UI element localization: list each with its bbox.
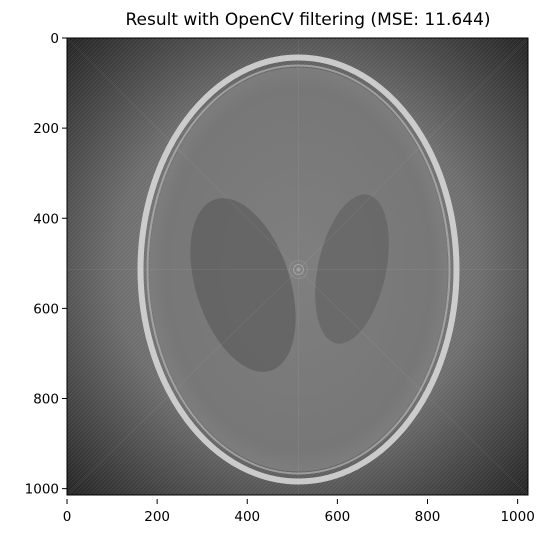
x-tick-label: 800 <box>415 509 441 525</box>
radial-streaks <box>67 38 528 495</box>
y-tick-label: 0 <box>50 31 59 47</box>
x-tick-label: 0 <box>63 509 72 525</box>
x-tick-label: 600 <box>324 509 350 525</box>
y-tick-label: 800 <box>33 392 59 408</box>
x-axis: 0 200 400 600 800 1000 <box>63 499 535 525</box>
axes-frame: 0 200 400 600 800 1000 0 200 400 600 800 1000 <box>25 31 535 525</box>
figure-title: Result with OpenCV filtering (MSE: 11.64… <box>125 10 490 30</box>
right-lobe <box>315 194 389 344</box>
reconstruction-image <box>67 38 528 495</box>
y-tick-label: 1000 <box>25 482 59 498</box>
axes-border <box>66 37 529 496</box>
y-tick-label: 400 <box>33 211 59 227</box>
center-ring <box>289 260 308 279</box>
y-tick-label: 600 <box>33 301 59 317</box>
x-tick-label: 400 <box>234 509 260 525</box>
outer-bright-ring <box>137 54 460 485</box>
y-tick-label: 200 <box>33 121 59 137</box>
y-axis: 0 200 400 600 800 1000 <box>25 31 67 498</box>
left-lobe <box>190 198 296 372</box>
x-tick-label: 1000 <box>500 509 534 525</box>
x-tick-label: 200 <box>144 509 170 525</box>
